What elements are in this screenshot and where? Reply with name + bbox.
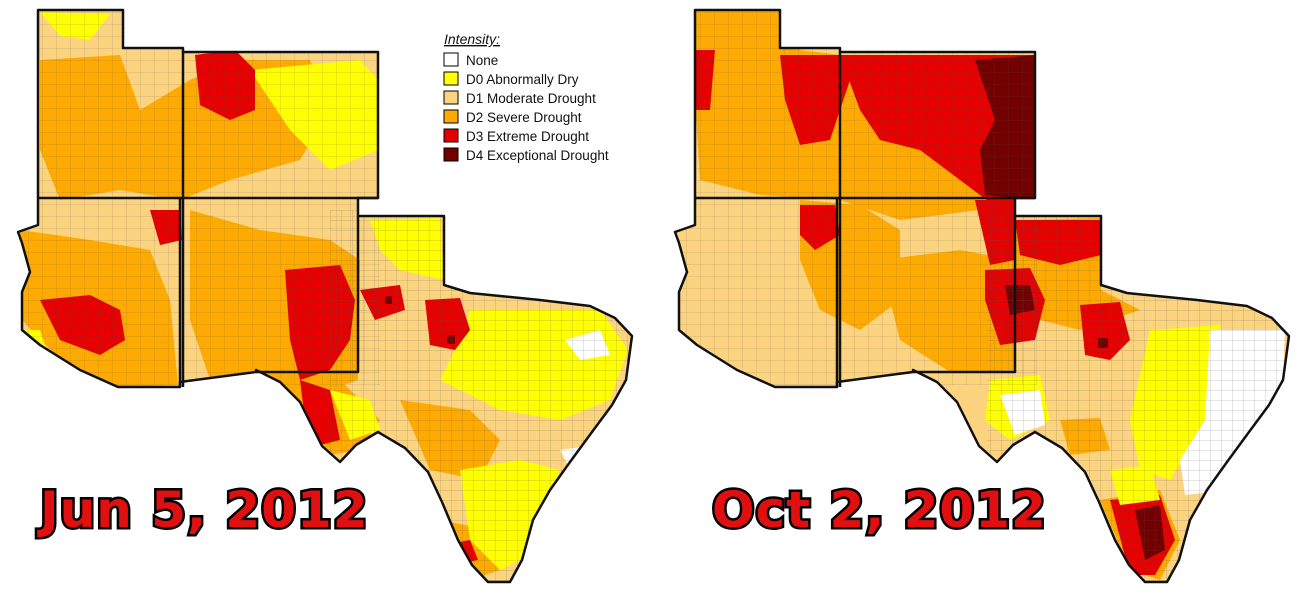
legend-label-d1: D1 Moderate Drought — [466, 91, 596, 106]
legend-item-d3: D3 Extreme Drought — [443, 128, 589, 144]
legend-label-d0: D0 Abnormally Dry — [466, 72, 579, 87]
legend-label-none: None — [466, 53, 498, 68]
map-jun-2012: Jun 5, 2012 — [16, 8, 634, 584]
date-label-jun: Jun 5, 2012 — [37, 481, 369, 539]
legend-swatch-none — [443, 52, 459, 67]
legend-swatch-d3 — [443, 128, 459, 143]
legend-item-d4: D4 Exceptional Drought — [443, 147, 609, 163]
legend-swatch-d0 — [443, 71, 459, 86]
legend-swatch-d4 — [443, 147, 459, 162]
legend-item-d0: D0 Abnormally Dry — [443, 71, 579, 87]
legend-item-d2: D2 Severe Drought — [443, 109, 582, 125]
legend-item-d1: D1 Moderate Drought — [443, 90, 596, 106]
legend-label-d2: D2 Severe Drought — [466, 110, 582, 125]
map-oct-2012: Oct 2, 2012 — [673, 8, 1291, 584]
legend-label-d4: D4 Exceptional Drought — [466, 148, 609, 163]
legend-swatch-d1 — [443, 90, 459, 105]
legend-label-d3: D3 Extreme Drought — [466, 129, 589, 144]
intensity-legend: Intensity: None D0 Abnormally Dry D1 Mod… — [443, 31, 609, 163]
date-label-oct: Oct 2, 2012 — [712, 481, 1047, 539]
legend-swatch-d2 — [443, 109, 459, 124]
legend-title: Intensity: — [444, 31, 500, 47]
legend-item-none: None — [443, 52, 498, 68]
